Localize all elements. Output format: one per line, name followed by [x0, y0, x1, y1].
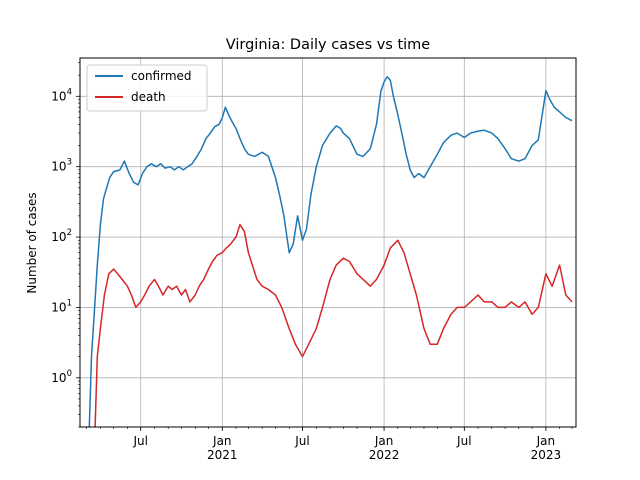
y-tick-label: 100 — [51, 369, 72, 385]
y-tick-base: 10 — [51, 230, 66, 244]
y-tick-exponent: 2 — [67, 228, 72, 238]
x-tick-year-label: 2022 — [369, 448, 400, 462]
x-tick-year-label: 2023 — [531, 448, 562, 462]
y-tick-label: 104 — [51, 87, 72, 103]
y-tick-base: 10 — [51, 300, 66, 314]
y-tick-exponent: 4 — [67, 87, 72, 97]
y-tick-exponent: 3 — [67, 158, 72, 168]
y-tick-exponent: 0 — [67, 369, 72, 379]
y-tick-base: 10 — [51, 160, 66, 174]
y-tick-label: 101 — [51, 298, 72, 314]
legend: confirmed death — [86, 64, 208, 112]
x-tick-label: Jan — [374, 434, 394, 448]
x-tick-label: Jan — [212, 434, 232, 448]
x-tick-label: Jul — [294, 434, 309, 448]
y-tick-label: 103 — [51, 158, 72, 174]
y-tick-base: 10 — [51, 89, 66, 103]
y-axis-label: Number of cases — [25, 192, 39, 293]
x-tick-label: Jul — [132, 434, 147, 448]
x-tick-label: Jan — [536, 434, 556, 448]
series-line-death — [94, 223, 573, 428]
series-layer — [88, 75, 573, 428]
grid — [80, 58, 576, 427]
y-tick-label: 102 — [51, 228, 72, 244]
x-tick-year-label: 2021 — [207, 448, 238, 462]
x-tick-label: Jul — [456, 434, 471, 448]
plot-frame — [79, 57, 577, 428]
y-tick-exponent: 1 — [67, 298, 72, 308]
y-tick-base: 10 — [51, 371, 66, 385]
chart-title: Virginia: Daily cases vs time — [226, 37, 431, 53]
legend-label-confirmed: confirmed — [131, 69, 192, 83]
legend-label-death: death — [131, 90, 166, 104]
series-line-confirmed — [88, 75, 573, 428]
